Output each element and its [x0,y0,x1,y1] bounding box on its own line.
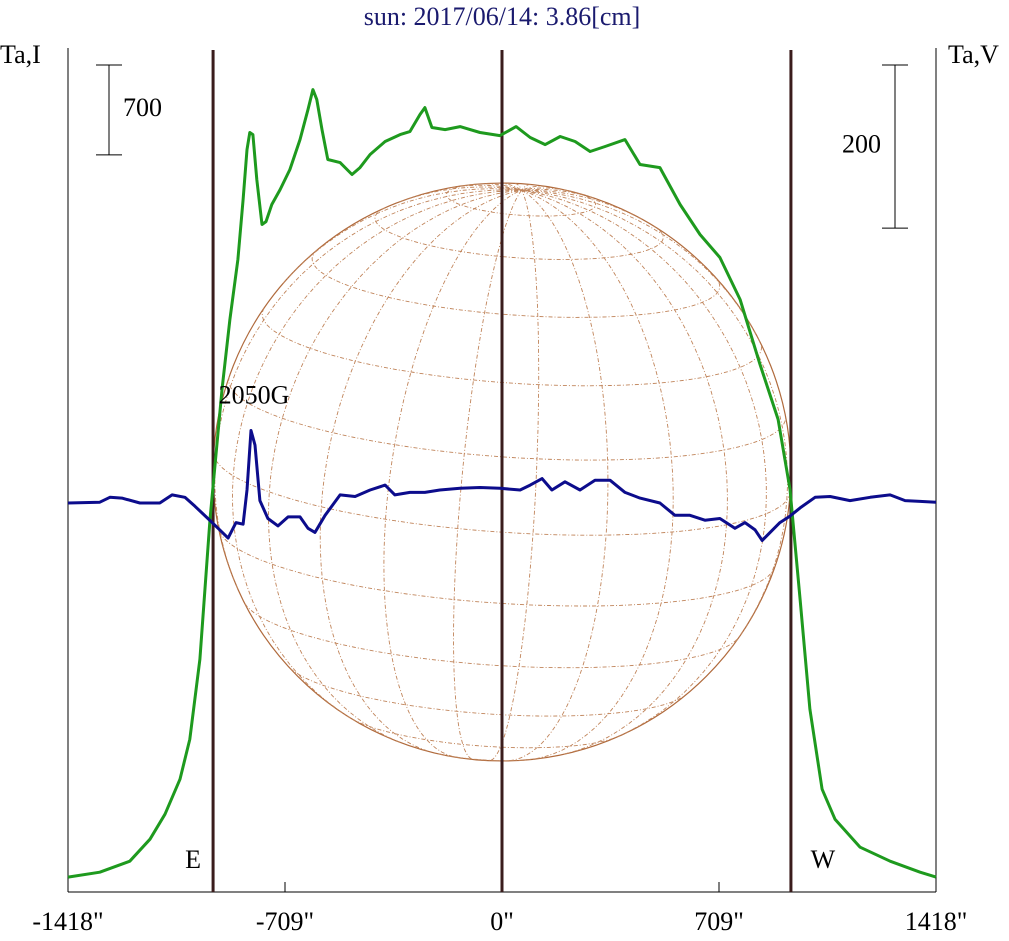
sun-disk [212,182,792,762]
sun-grid-line [490,189,540,761]
sun-grid-line [319,189,522,752]
sun-grid-line [383,189,522,758]
sun-grid-line [219,531,774,607]
sun-grid-line [244,603,739,669]
sun-grid-line [374,207,664,260]
chart-title: sun: 2017/06/14: 3.86[cm] [364,2,641,31]
sun-grid-line [445,183,597,217]
sun-grid-line [352,718,616,749]
sun-grid-line [311,249,721,318]
x-tick-label: 0" [490,907,514,936]
sun-grid-line [228,376,786,461]
sun-grid-line [521,189,767,738]
sun-grid-line [282,188,522,284]
x-tick-label: 1418" [905,907,968,936]
limb-label: E [185,845,201,874]
y-axis-label: Ta,I [0,40,41,69]
sun-grid-line [509,189,609,762]
sun-grid-line [521,187,568,192]
sun-grid-line [521,185,546,191]
annotation: 2050G [219,380,290,409]
sun-grid-line [521,184,531,191]
sun-grid-line [232,189,522,719]
sun-grid-line [451,184,522,191]
sun-grid-line [521,189,761,343]
sun-grid-line [290,668,685,717]
y2-axis-label: Ta,V [948,40,999,69]
scale-bar-label: 200 [842,130,881,159]
data-line [67,88,937,879]
sun-grid-line [214,189,522,589]
sun-grid-line [261,308,762,387]
sun-grid-line [521,189,728,755]
x-tick-label: -1418" [32,907,103,936]
sun-grid-line [453,189,523,760]
sun-grid-line [521,189,642,220]
sun-grid-line [268,189,522,743]
limb-label: W [811,845,836,874]
x-tick-label: 709" [694,907,744,936]
sun-grid-line [213,451,791,536]
sun-grid-line [514,182,523,191]
sun-grid-line [521,188,593,199]
scale-bar-label: 700 [123,93,162,122]
sun-grid-line [521,189,788,650]
x-tick-label: -709" [256,907,314,936]
sun-grid-line [485,183,522,191]
data-line [67,429,937,542]
sun-grid-line [521,189,674,761]
